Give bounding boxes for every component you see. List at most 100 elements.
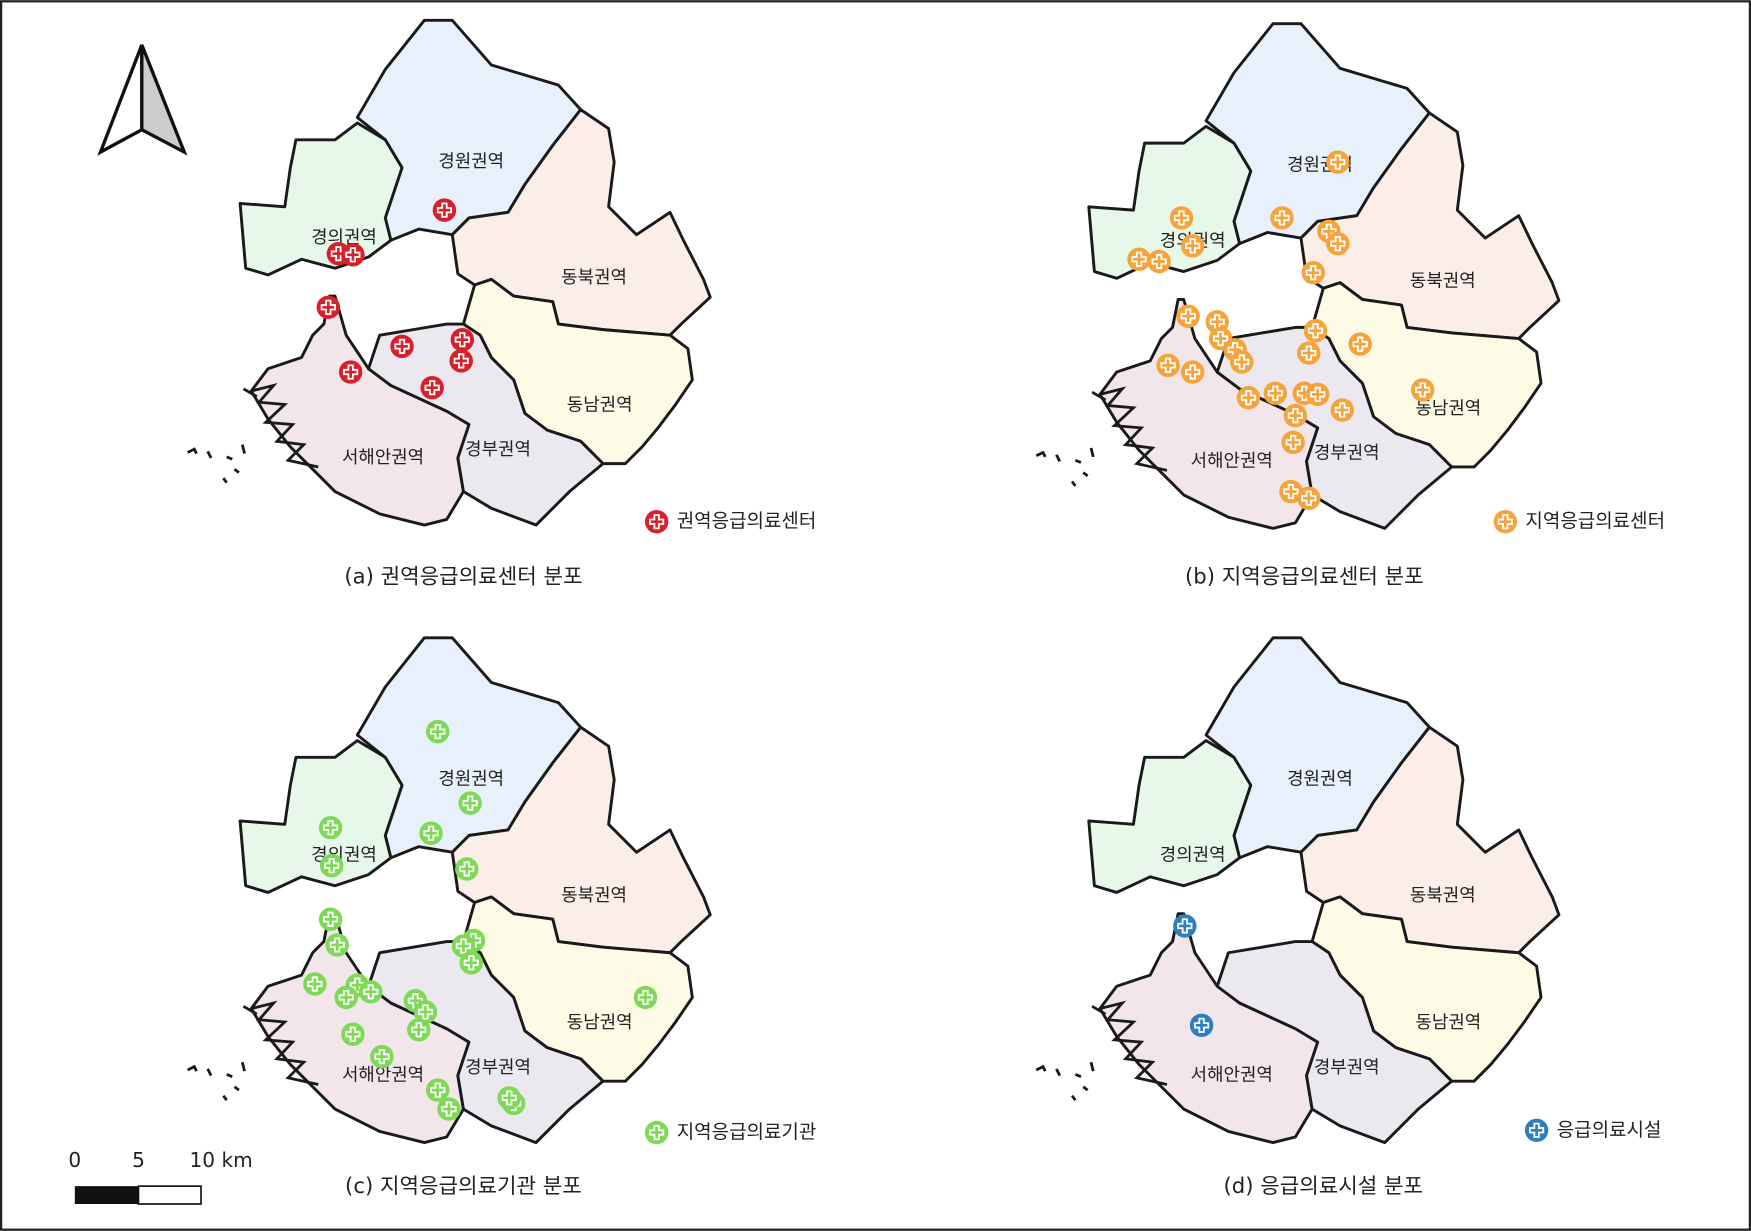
scale-label: 5 <box>132 1148 145 1172</box>
marker-circle <box>644 1120 669 1145</box>
region-label: 동남권역 <box>567 395 633 416</box>
facility-marker <box>316 295 341 320</box>
marker-circle <box>1147 249 1171 274</box>
region-label: 동남권역 <box>1416 1012 1482 1033</box>
marker-circle <box>341 243 365 267</box>
marker-circle <box>420 375 444 400</box>
marker-cross <box>345 1026 361 1042</box>
facility-marker <box>455 857 479 881</box>
marker-cross <box>454 332 470 348</box>
marker-cross <box>374 1049 390 1065</box>
facility-marker <box>437 1097 461 1121</box>
marker-cross <box>330 246 346 262</box>
facility-marker <box>644 509 669 534</box>
marker-cross <box>1310 386 1326 402</box>
marker-circle <box>1156 353 1180 378</box>
region-label: 서해안권역 <box>1191 450 1273 471</box>
marker-cross <box>1234 354 1250 370</box>
marker-cross <box>324 858 340 874</box>
facility-marker <box>420 375 444 400</box>
marker-circle <box>426 719 450 744</box>
marker-circle <box>318 815 343 840</box>
facility-marker <box>1173 914 1197 938</box>
marker-cross <box>649 514 665 530</box>
region-label: 경부권역 <box>465 439 531 460</box>
region-area <box>367 940 605 1145</box>
facility-marker <box>413 1000 438 1024</box>
marker-cross <box>1301 345 1317 361</box>
facility-marker <box>1301 260 1325 285</box>
legend-label: 권역응급의료센터 <box>677 510 817 532</box>
marker-cross <box>501 1090 517 1106</box>
marker-circle <box>1297 341 1321 365</box>
marker-cross <box>1177 918 1193 934</box>
facility-marker <box>407 1018 431 1042</box>
facility-marker <box>1524 1118 1549 1143</box>
marker-circle <box>432 198 457 222</box>
marker-circle <box>1180 360 1205 384</box>
marker-cross <box>363 984 379 1000</box>
facility-marker <box>1326 231 1350 256</box>
facility-marker <box>1297 341 1321 365</box>
region-label: 동남권역 <box>567 1012 633 1033</box>
marker-cross <box>430 724 446 740</box>
facility-marker <box>644 1120 669 1145</box>
marker-cross <box>649 1124 665 1141</box>
marker-circle <box>1189 1013 1214 1038</box>
facility-marker <box>432 198 457 222</box>
facility-marker <box>1189 1013 1214 1038</box>
marker-cross <box>430 1082 446 1098</box>
marker-cross <box>1240 390 1257 406</box>
region-area <box>1215 940 1454 1145</box>
region-label: 서해안권역 <box>342 447 424 468</box>
region-label: 경의권역 <box>311 227 377 248</box>
marker-circle <box>1348 332 1372 356</box>
marker-circle <box>303 972 327 996</box>
marker-circle <box>1169 206 1194 230</box>
scale-label: 10 km <box>190 1148 253 1172</box>
marker-circle <box>644 509 669 534</box>
legend-label: 지역응급의료기관 <box>677 1121 817 1143</box>
facility-marker <box>1279 479 1303 504</box>
facility-marker <box>1305 382 1330 407</box>
marker-cross <box>424 380 440 396</box>
marker-circle <box>1263 381 1288 406</box>
marker-cross <box>1151 253 1167 270</box>
facility-marker <box>1348 332 1372 356</box>
coastline <box>242 1000 319 1086</box>
marker-cross <box>1330 154 1346 170</box>
facility-marker <box>1176 304 1200 328</box>
marker-cross <box>637 989 654 1006</box>
marker-circle <box>390 334 414 359</box>
marker-circle <box>449 349 473 373</box>
islands <box>186 1061 246 1101</box>
marker-cross <box>1160 357 1176 373</box>
marker-circle <box>1279 479 1303 504</box>
panel-caption: (c) 지역응급의료기관 분포 <box>345 1174 582 1199</box>
marker-cross <box>1497 514 1513 530</box>
facility-marker <box>370 1044 394 1069</box>
marker-circle <box>1230 350 1254 374</box>
marker-cross <box>1274 210 1290 226</box>
facility-marker <box>318 815 343 840</box>
marker-cross <box>453 353 469 369</box>
facility-marker <box>390 334 414 359</box>
marker-circle <box>1305 382 1330 407</box>
marker-circle <box>419 821 443 845</box>
facility-marker <box>1147 249 1171 274</box>
marker-cross <box>1307 323 1324 339</box>
marker-circle <box>319 853 344 878</box>
marker-cross <box>320 299 336 315</box>
marker-cross <box>1301 490 1317 506</box>
marker-cross <box>1267 385 1283 401</box>
panel-caption: (a) 권역응급의료센터 분포 <box>344 565 582 590</box>
region-label: 경부권역 <box>1314 1057 1380 1078</box>
facility-marker <box>426 1078 450 1102</box>
marker-cross <box>462 795 478 811</box>
marker-circle <box>450 327 475 352</box>
facility-marker <box>303 972 327 996</box>
marker-cross <box>1305 265 1321 281</box>
facility-marker <box>334 985 358 1010</box>
facility-marker <box>318 907 343 931</box>
